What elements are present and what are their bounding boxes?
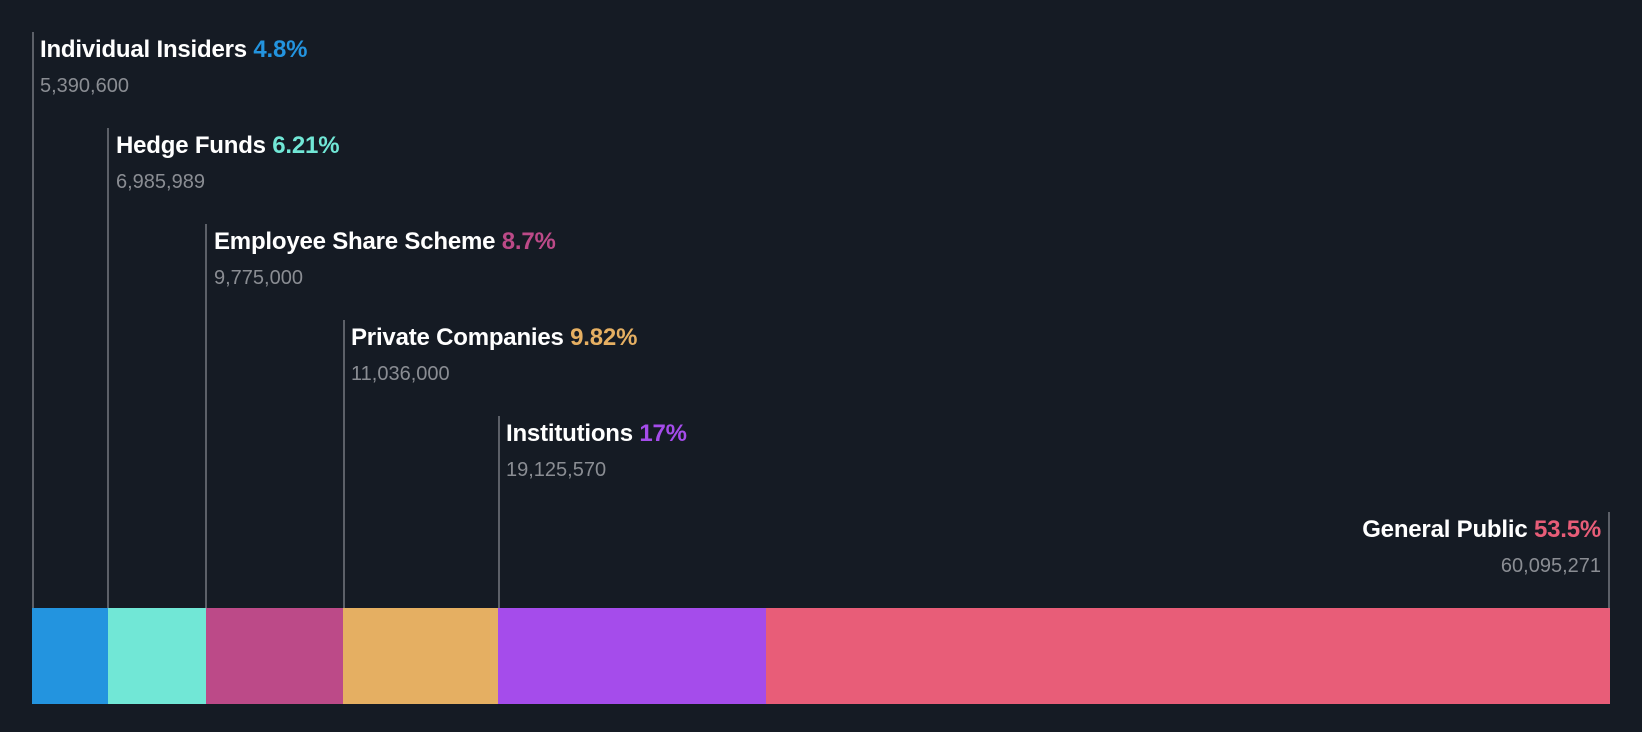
label-hedge-funds: Hedge Funds 6.21% 6,985,989 xyxy=(116,132,340,194)
segment-title: Individual Insiders 4.8% xyxy=(40,36,307,64)
segment-shares: 60,095,271 xyxy=(1500,555,1601,577)
guide-line-general-public xyxy=(1608,512,1610,608)
bar-segment-general-public xyxy=(766,608,1610,704)
segment-name: Employee Share Scheme xyxy=(214,228,496,255)
segment-name: Hedge Funds xyxy=(116,132,266,159)
segment-shares: 19,125,570 xyxy=(506,459,607,481)
segment-percent: 17% xyxy=(639,420,687,447)
guide-line-employee-share-scheme xyxy=(205,224,207,608)
segment-name: Private Companies xyxy=(351,324,564,351)
bar-segment-hedge-funds xyxy=(108,608,206,704)
bar-segment-individual-insiders xyxy=(32,608,108,704)
segment-percent: 9.82% xyxy=(570,324,638,351)
segment-percent: 6.21% xyxy=(272,132,340,159)
segment-shares: 5,390,600 xyxy=(40,75,129,97)
segment-title: Institutions 17% xyxy=(506,420,687,448)
segment-name: General Public xyxy=(1362,516,1528,543)
guide-line-private-companies xyxy=(343,320,345,608)
segment-title: General Public 53.5% xyxy=(1362,516,1601,544)
segment-shares: 6,985,989 xyxy=(116,171,205,193)
label-individual-insiders: Individual Insiders 4.8% 5,390,600 xyxy=(40,36,307,98)
segment-percent: 4.8% xyxy=(253,36,308,63)
bar-segment-private-companies xyxy=(343,608,498,704)
segment-percent: 8.7% xyxy=(501,228,556,255)
segment-title: Hedge Funds 6.21% xyxy=(116,132,340,160)
segment-shares: 9,775,000 xyxy=(214,267,303,289)
label-institutions: Institutions 17% 19,125,570 xyxy=(506,420,687,482)
segment-percent: 53.5% xyxy=(1533,516,1601,543)
guide-line-individual-insiders xyxy=(32,32,34,608)
segment-title: Employee Share Scheme 8.7% xyxy=(214,228,556,256)
label-employee-share-scheme: Employee Share Scheme 8.7% 9,775,000 xyxy=(214,228,556,290)
label-private-companies: Private Companies 9.82% 11,036,000 xyxy=(351,324,637,386)
guide-line-hedge-funds xyxy=(107,128,109,608)
guide-line-institutions xyxy=(498,416,500,608)
label-general-public: General Public 53.5% 60,095,271 xyxy=(1362,516,1601,578)
segment-title: Private Companies 9.82% xyxy=(351,324,637,352)
segment-name: Individual Insiders xyxy=(40,36,247,63)
segment-shares: 11,036,000 xyxy=(351,363,450,385)
bar-segment-institutions xyxy=(498,608,766,704)
bar-segment-employee-share-scheme xyxy=(206,608,343,704)
segment-name: Institutions xyxy=(506,420,633,447)
